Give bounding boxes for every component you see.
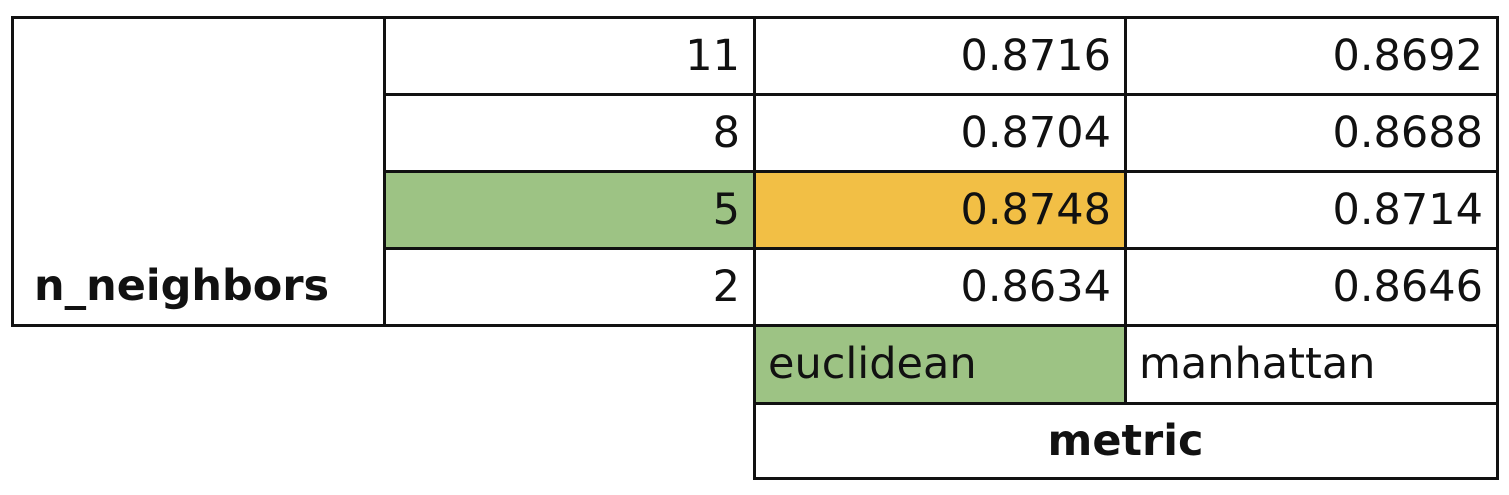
column-header-manhattan: manhattan	[1139, 339, 1376, 389]
row-header-8: 8	[712, 107, 740, 158]
grid-line	[753, 16, 756, 480]
grid-line	[1496, 16, 1499, 480]
grid-line	[11, 16, 14, 327]
value-cell: 0.8634	[960, 261, 1111, 312]
value-cell: 0.8692	[1332, 30, 1483, 81]
grid-line	[754, 477, 1498, 480]
grid-line	[384, 170, 1498, 173]
value-cell: 0.8646	[1332, 261, 1483, 312]
row-axis-label: n_neighbors	[34, 261, 330, 311]
column-header-euclidean: euclidean	[754, 325, 1125, 403]
grid-line	[1124, 16, 1127, 405]
best-value-cell: 0.8748	[754, 171, 1125, 248]
grid-line	[384, 247, 1498, 250]
grid-line	[384, 93, 1498, 96]
row-header-5: 5	[384, 171, 754, 248]
column-axis-label: metric	[1047, 415, 1204, 466]
row-header-2: 2	[712, 261, 740, 312]
grid-line	[383, 16, 386, 327]
value-cell: 0.8716	[960, 30, 1111, 81]
row-header-11: 11	[685, 30, 740, 81]
value-cell: 0.8704	[960, 107, 1111, 158]
value-cell: 0.8688	[1332, 107, 1483, 158]
value-cell: 0.8714	[1332, 184, 1483, 235]
